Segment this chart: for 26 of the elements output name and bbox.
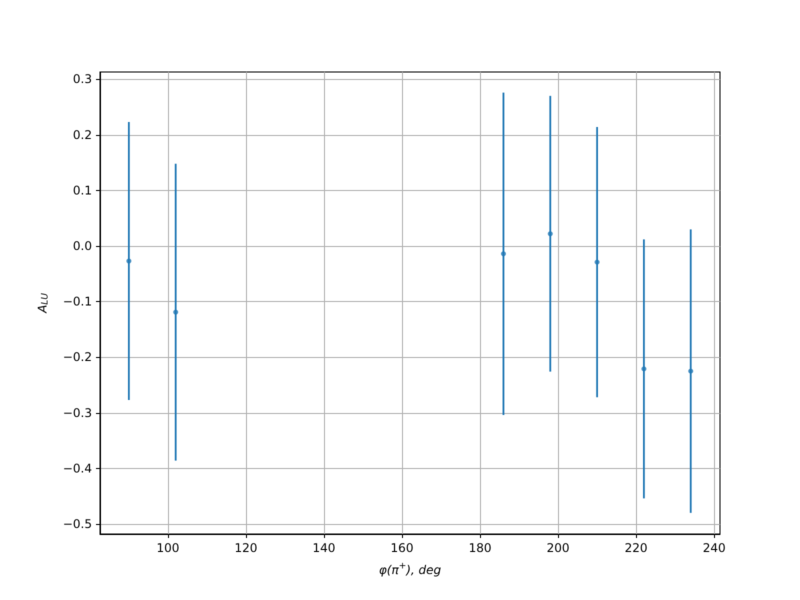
x-tick-label: 120 [234,541,258,555]
x-tick-label: 180 [468,541,492,555]
y-tick-label: −0.1 [62,294,92,309]
y-tick-label: 0.1 [72,183,92,198]
y-tick-label: −0.4 [62,461,92,476]
point [688,368,694,374]
y-axis-title: ALU [36,292,50,314]
x-tick-label: 200 [546,541,570,555]
point [126,258,132,264]
point [173,310,178,315]
x-tick-label: 140 [312,541,336,555]
x-tick-label: 100 [156,541,180,555]
y-tick-label: 0.3 [72,72,92,86]
point [641,366,646,372]
x-tick-label: 220 [624,541,648,555]
y-tick-label: 0.2 [72,128,92,142]
y-tick-label: 0.0 [72,239,92,254]
x-tick-label: 240 [702,541,726,555]
y-tick-label: −0.2 [62,350,92,364]
x-axis-title: φ(π+), deg [378,562,442,577]
point [548,231,553,236]
y-tick-label: −0.3 [62,406,92,420]
point [594,260,600,265]
x-tick-label: 160 [390,541,414,555]
point [500,251,506,256]
y-tick-label: −0.5 [62,516,92,531]
